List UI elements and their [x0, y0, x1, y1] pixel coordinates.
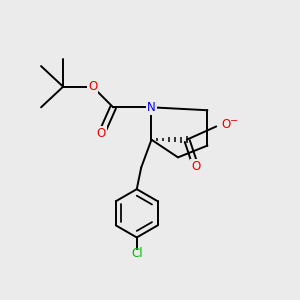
Text: Cl: Cl — [131, 247, 142, 260]
Text: O: O — [221, 118, 230, 130]
Text: −: − — [230, 116, 238, 126]
Text: O: O — [191, 160, 200, 173]
Text: O: O — [88, 80, 97, 93]
Text: O: O — [97, 127, 106, 140]
Text: N: N — [147, 101, 156, 114]
